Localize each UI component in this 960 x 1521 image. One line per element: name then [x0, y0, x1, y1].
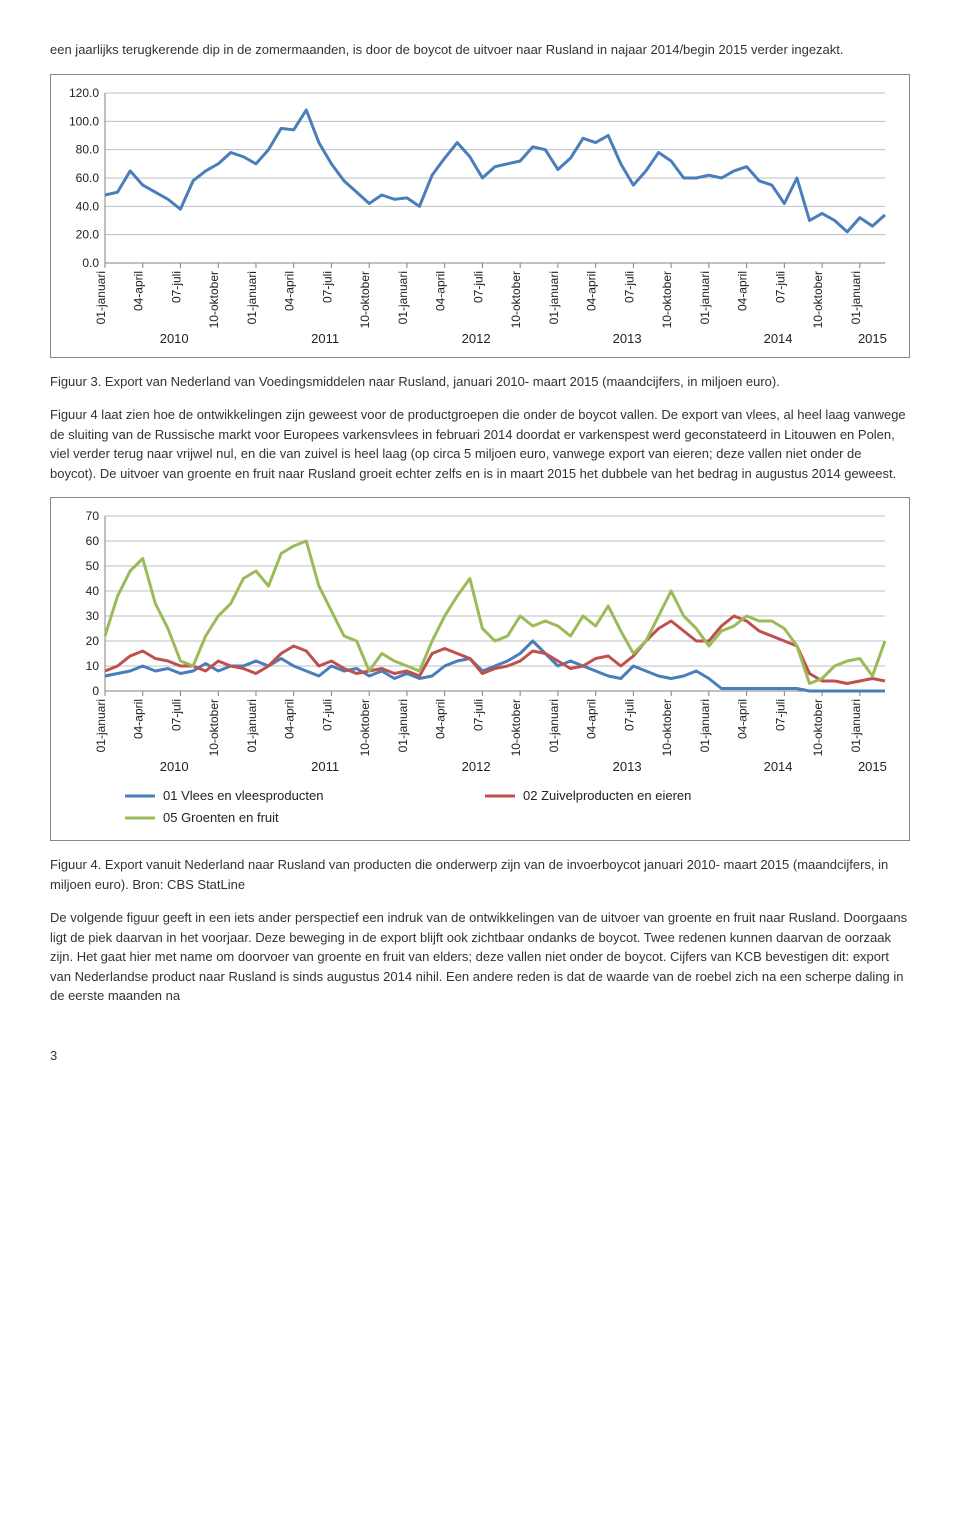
svg-text:01-januari: 01-januari [245, 271, 259, 324]
svg-text:2015: 2015 [858, 759, 887, 774]
svg-text:07-juli: 07-juli [320, 271, 334, 303]
svg-text:10-oktober: 10-oktober [811, 699, 825, 756]
svg-text:01-januari: 01-januari [849, 271, 863, 324]
svg-text:40.0: 40.0 [76, 199, 100, 213]
svg-text:10: 10 [86, 659, 100, 673]
svg-text:2013: 2013 [613, 331, 642, 346]
svg-text:2012: 2012 [462, 759, 491, 774]
svg-text:04-april: 04-april [132, 271, 146, 311]
svg-text:04-april: 04-april [585, 271, 599, 311]
svg-text:04-april: 04-april [283, 699, 297, 739]
svg-text:07-juli: 07-juli [169, 271, 183, 303]
svg-text:0.0: 0.0 [82, 256, 99, 270]
svg-text:10-oktober: 10-oktober [509, 699, 523, 756]
svg-text:2011: 2011 [311, 759, 339, 774]
svg-text:07-juli: 07-juli [471, 699, 485, 731]
svg-text:07-juli: 07-juli [773, 271, 787, 303]
svg-text:07-juli: 07-juli [471, 271, 485, 303]
svg-text:10-oktober: 10-oktober [660, 271, 674, 328]
svg-text:01-januari: 01-januari [547, 699, 561, 752]
svg-text:07-juli: 07-juli [320, 699, 334, 731]
svg-text:100.0: 100.0 [69, 114, 99, 128]
svg-text:07-juli: 07-juli [622, 271, 636, 303]
svg-text:01 Vlees en vleesproducten: 01 Vlees en vleesproducten [163, 788, 323, 803]
figure-4-chart: 0 10 20 30 40 50 60 70 01-januari 04-april 07-juli… [50, 497, 910, 841]
svg-text:01-januari: 01-januari [396, 699, 410, 752]
svg-text:10-oktober: 10-oktober [660, 699, 674, 756]
svg-text:20.0: 20.0 [76, 227, 100, 241]
figure-4-caption: Figuur 4. Export vanuit Nederland naar R… [50, 855, 910, 894]
svg-text:2014: 2014 [764, 759, 793, 774]
svg-text:120.0: 120.0 [69, 86, 99, 100]
svg-text:04-april: 04-april [736, 271, 750, 311]
svg-text:01-januari: 01-januari [698, 699, 712, 752]
svg-text:10-oktober: 10-oktober [207, 699, 221, 756]
svg-text:05 Groenten en fruit: 05 Groenten en fruit [163, 810, 279, 825]
svg-text:01-januari: 01-januari [698, 271, 712, 324]
svg-text:60.0: 60.0 [76, 171, 100, 185]
svg-text:07-juli: 07-juli [773, 699, 787, 731]
svg-text:40: 40 [86, 584, 100, 598]
mid-paragraph: Figuur 4 laat zien hoe de ontwikkelingen… [50, 405, 910, 483]
svg-text:20: 20 [86, 634, 100, 648]
svg-text:10-oktober: 10-oktober [509, 270, 523, 327]
svg-text:10-oktober: 10-oktober [811, 271, 825, 328]
svg-text:07-juli: 07-juli [622, 699, 636, 731]
svg-text:04-april: 04-april [283, 271, 297, 311]
svg-text:70: 70 [86, 509, 100, 523]
end-paragraph: De volgende figuur geeft in een iets and… [50, 908, 910, 1006]
svg-text:07-juli: 07-juli [169, 699, 183, 731]
svg-text:04-april: 04-april [736, 699, 750, 739]
page-number: 3 [50, 1046, 910, 1066]
svg-text:01-januari: 01-januari [245, 699, 259, 752]
figure-3-chart: 0.0 20.0 40.0 60.0 80.0 100.0 120.0 01-januari 0… [50, 74, 910, 358]
svg-text:0: 0 [92, 684, 99, 698]
svg-text:2015: 2015 [858, 331, 887, 346]
svg-text:04-april: 04-april [132, 699, 146, 739]
svg-text:01-januari: 01-januari [849, 699, 863, 752]
svg-text:2012: 2012 [462, 331, 491, 346]
svg-text:10-oktober: 10-oktober [207, 271, 221, 328]
svg-text:80.0: 80.0 [76, 142, 100, 156]
svg-text:2011: 2011 [311, 331, 339, 346]
figure-3-caption: Figuur 3. Export van Nederland van Voedi… [50, 372, 910, 392]
svg-text:04-april: 04-april [585, 699, 599, 739]
svg-text:2010: 2010 [160, 759, 189, 774]
svg-text:04-april: 04-april [434, 699, 448, 739]
svg-text:04-april: 04-april [434, 271, 448, 311]
svg-text:2014: 2014 [764, 331, 793, 346]
svg-text:2013: 2013 [613, 759, 642, 774]
svg-text:02 Zuivelproducten en eieren: 02 Zuivelproducten en eieren [523, 788, 691, 803]
intro-paragraph: een jaarlijks terugkerende dip in de zom… [50, 40, 910, 60]
svg-text:50: 50 [86, 559, 100, 573]
svg-text:2010: 2010 [160, 331, 189, 346]
svg-text:10-oktober: 10-oktober [358, 271, 372, 328]
svg-text:01-januari: 01-januari [94, 271, 108, 324]
svg-text:01-januari: 01-januari [94, 699, 108, 752]
svg-text:10-oktober: 10-oktober [358, 699, 372, 756]
svg-text:01-januari: 01-januari [547, 270, 561, 323]
svg-text:01-januari: 01-januari [396, 271, 410, 324]
svg-text:30: 30 [86, 609, 100, 623]
svg-text:60: 60 [86, 534, 100, 548]
